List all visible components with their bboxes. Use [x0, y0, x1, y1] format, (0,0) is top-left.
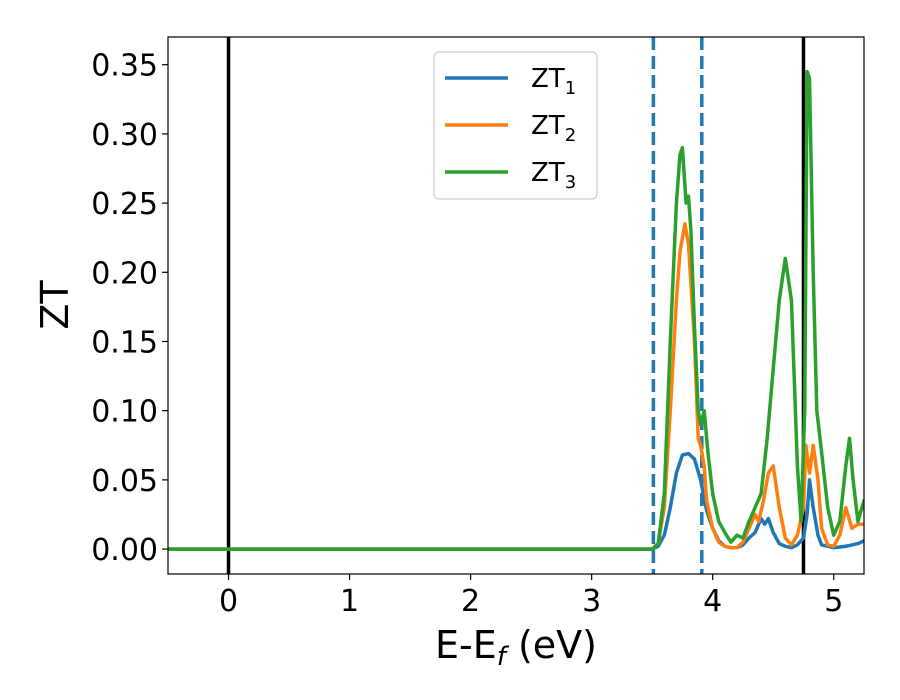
- series-line-zt3: [168, 69, 864, 551]
- y-tick-label: 0.25: [91, 187, 158, 222]
- y-tick-label: 0.15: [91, 325, 158, 360]
- y-tick-label: 0.20: [91, 256, 158, 291]
- x-axis-label-base: E-E: [435, 623, 497, 667]
- x-axis-label: E-Ef (eV): [435, 623, 597, 672]
- legend-label-zt3: ZT3: [531, 158, 576, 193]
- x-tick-label: 1: [340, 584, 359, 619]
- y-axis-ticks: 0.00 0.05 0.10 0.15 0.20 0.25 0.30 0.35: [91, 49, 168, 568]
- x-axis-label-suffix: (eV): [506, 623, 597, 667]
- plot-frame: [167, 36, 865, 575]
- legend-label-zt1: ZT1: [531, 64, 576, 99]
- x-tick-label: 4: [703, 584, 722, 619]
- y-tick-label: 0.05: [91, 464, 158, 499]
- series-line-zt2: [168, 222, 864, 551]
- x-axis-ticks: 0 1 2 3 4 5: [219, 574, 843, 619]
- x-tick-label: 0: [219, 584, 238, 619]
- legend: ZT1 ZT2 ZT3: [433, 51, 598, 200]
- x-tick-label: 5: [824, 584, 843, 619]
- legend-box: [433, 51, 598, 200]
- y-tick-label: 0.30: [91, 118, 158, 153]
- y-tick-label: 0.10: [91, 395, 158, 430]
- y-tick-label: 0.00: [91, 533, 158, 568]
- y-axis-label: ZT: [33, 280, 77, 330]
- x-tick-label: 3: [582, 584, 601, 619]
- series-line-zt1: [168, 451, 864, 551]
- y-tick-label: 0.35: [91, 49, 158, 84]
- x-tick-label: 2: [461, 584, 480, 619]
- legend-label-zt2: ZT2: [531, 111, 576, 146]
- series-lines: [168, 69, 864, 551]
